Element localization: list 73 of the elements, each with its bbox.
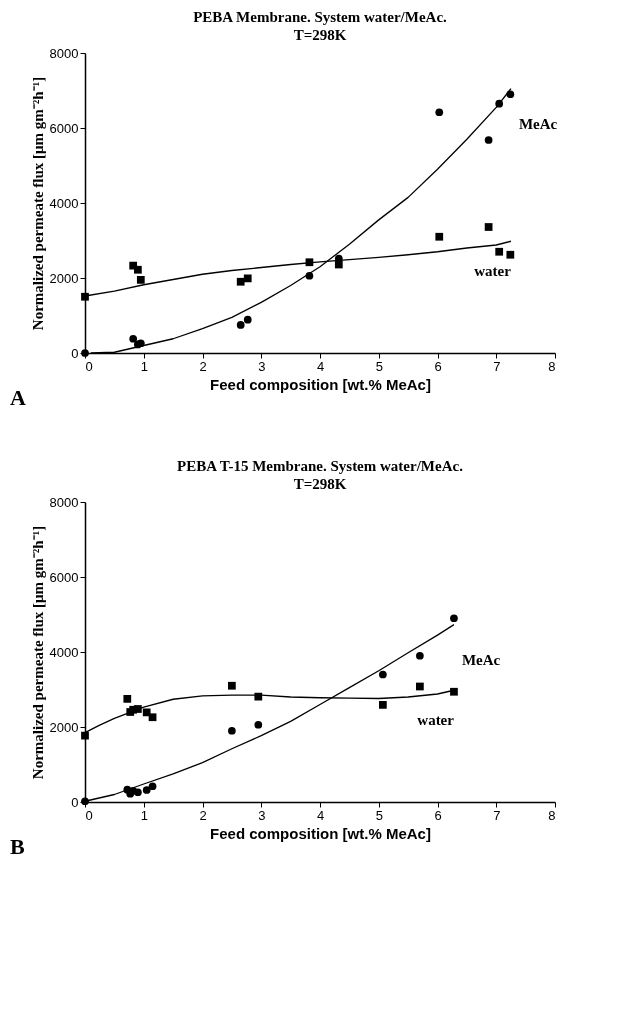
y-tick-label: 8000 — [49, 494, 79, 510]
chart-title: PEBA Membrane. System water/MeAc. — [193, 9, 448, 25]
series-label: MeAc — [518, 115, 558, 132]
y-tick-label: 0 — [71, 345, 79, 361]
point — [142, 786, 151, 794]
y-tick-label: 2000 — [49, 719, 79, 735]
y-tick-label: 2000 — [49, 270, 79, 286]
x-tick-label: 3 — [258, 807, 266, 823]
chart-subtitle: T=298K — [293, 27, 347, 43]
x-tick-label: 5 — [375, 807, 383, 823]
x-tick-label: 3 — [258, 358, 266, 374]
y-axis-title: Normalized permeate flux [μm gm⁻²h⁻¹] — [29, 525, 46, 780]
y-tick-label: 4000 — [49, 195, 79, 211]
series-label: water — [474, 263, 512, 280]
point — [416, 651, 424, 660]
point — [378, 701, 387, 709]
x-tick-label: 7 — [493, 358, 501, 374]
x-tick-label: 4 — [316, 358, 325, 374]
x-tick-label: 8 — [548, 807, 556, 823]
point — [254, 720, 263, 729]
point — [378, 670, 387, 679]
point — [236, 321, 245, 329]
point — [81, 731, 89, 740]
x-tick-label: 7 — [493, 807, 501, 823]
x-tick-label: 0 — [85, 358, 93, 374]
chart-subtitle: T=298K — [293, 476, 347, 492]
x-tick-label: 1 — [140, 358, 148, 374]
x-tick-label: 0 — [85, 807, 93, 823]
series-label: MeAc — [461, 651, 501, 668]
point — [228, 681, 236, 690]
point — [334, 260, 343, 269]
x-tick-label: 6 — [434, 358, 442, 374]
point — [148, 713, 157, 722]
point — [506, 90, 515, 99]
text: A — [10, 385, 26, 410]
point — [495, 247, 504, 256]
text: B — [10, 834, 25, 859]
y-tick-label: 6000 — [49, 120, 79, 136]
x-tick-label: 5 — [375, 358, 383, 374]
point — [416, 682, 424, 691]
x-tick-label: 4 — [316, 807, 325, 823]
x-tick-label: 1 — [140, 807, 148, 823]
chart-title: PEBA T-15 Membrane. System water/MeAc. — [177, 458, 464, 474]
x-axis-title: Feed composition [wt.% MeAc] — [210, 375, 431, 393]
y-tick-label: 8000 — [49, 45, 79, 61]
y-tick-label: 6000 — [49, 569, 79, 585]
point — [148, 782, 157, 791]
point — [435, 232, 444, 241]
point — [228, 726, 236, 735]
point — [484, 136, 493, 144]
y-tick-label: 4000 — [49, 644, 79, 660]
point — [484, 223, 493, 231]
point — [236, 277, 245, 286]
point — [435, 108, 444, 117]
point — [134, 788, 142, 797]
point — [134, 265, 142, 274]
point — [136, 276, 145, 284]
point — [129, 334, 138, 343]
x-tick-label: 8 — [548, 358, 556, 374]
point — [243, 315, 252, 324]
point — [243, 274, 252, 283]
point — [506, 250, 515, 259]
point — [450, 614, 458, 623]
x-tick-label: 6 — [434, 807, 442, 823]
y-axis-title: Normalized permeate flux [μm gm⁻²h⁻¹] — [29, 76, 46, 331]
series-label: water — [417, 712, 455, 729]
x-tick-label: 2 — [199, 807, 207, 823]
point — [450, 687, 458, 696]
x-tick-label: 2 — [199, 358, 207, 374]
y-tick-label: 0 — [71, 794, 79, 810]
point — [81, 292, 89, 301]
x-axis-title: Feed composition [wt.% MeAc] — [210, 824, 431, 842]
point — [123, 695, 132, 703]
